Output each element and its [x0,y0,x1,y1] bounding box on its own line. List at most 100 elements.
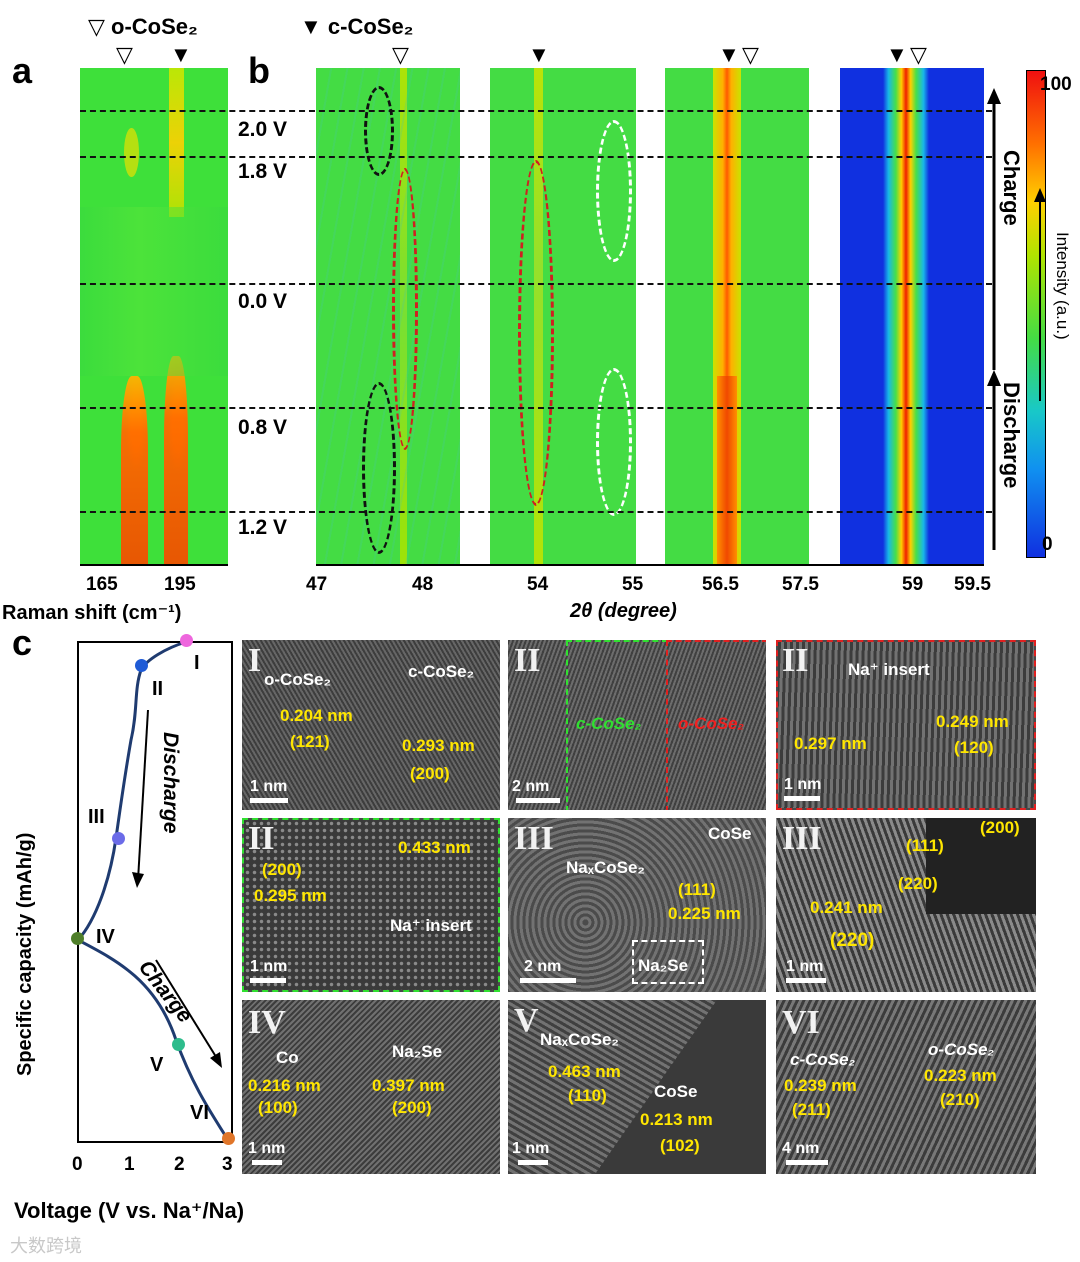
xrd-map-56-57 [665,68,809,564]
tem-panel-VI: VI c-CoSe₂ o-CoSe₂ 0.239 nm (211) 0.223 … [776,1000,1036,1174]
o-cose2-legend: ▽ o-CoSe₂ [88,14,198,39]
panel-b-letter: b [248,50,270,91]
curve-label-V: V [150,1054,164,1076]
tem-IV-scalebar [252,1160,282,1165]
curve-label-IV: IV [96,926,115,948]
tem-II-green-na: Na⁺ insert [390,916,472,935]
curve-point-VI [222,1132,235,1145]
tem-II-scale: 2 nm [512,778,550,795]
tem-V-roman: V [514,1002,539,1039]
tem-VI-scale: 4 nm [782,1140,820,1157]
tem-I-c-label: c-CoSe₂ [408,662,475,681]
raman-contour-map [80,68,228,564]
curve-label-II: II [152,678,164,700]
xrd-x-axis [316,564,984,566]
tem-I-h1: (121) [290,732,330,751]
tem-III-na2se: Na₂Se [638,956,689,975]
voltage-line-1-8 [80,156,992,158]
tem-VI-h2: (210) [940,1090,980,1109]
black-ellipse-bottom [362,382,396,554]
xrd-c-marker-56: ▼ [718,42,740,67]
tem-VI-h1: (211) [792,1100,831,1119]
tem-III-fft-inset [926,818,1036,914]
tem-VI-roman: VI [782,1004,820,1041]
tem-V-scalebar [518,1160,548,1165]
raman-c-marker: ▼ [170,42,192,67]
xrd-tick-48: 48 [412,574,434,595]
xrd-tick-54: 54 [527,574,549,595]
xrd-tick-56-5: 56.5 [702,574,739,595]
xrd-map-59 [840,68,984,564]
tem-I-scalebar [250,798,288,803]
voltage-line-1-2 [80,511,992,513]
panel-c-letter: c [12,622,33,663]
tem-III-zoom-h4: (220) [830,930,875,951]
curve-y-label: Specific capacity (mAh/g) [14,832,36,1076]
xrd-o-marker-48: ▽ [392,42,409,67]
tem-VI-o: o-CoSe₂ [928,1040,994,1059]
curve-xtick-1: 1 [124,1154,135,1175]
white-ellipse-top [596,120,632,262]
tem-I-o-label: o-CoSe₂ [264,670,332,689]
curve-discharge-label: Discharge [159,732,182,834]
tem-IV-na2se: Na₂Se [392,1042,443,1061]
tem-II-red-scale: 1 nm [784,776,822,793]
curve-label-I: I [194,652,200,674]
panel-a-letter: a [12,50,33,91]
tem-IV-scale: 1 nm [248,1140,286,1157]
curve-label-III: III [88,806,105,828]
tem-V-h1: (110) [568,1086,607,1105]
tem-panel-V: V NaₓCoSe₂ 0.463 nm (110) CoSe 0.213 nm … [508,1000,766,1174]
tem-I-roman: I [248,642,262,679]
voltage-label-1-8: 1.8 V [238,160,288,183]
tem-IV-h1: (100) [258,1098,298,1117]
curve-xtick-3: 3 [222,1154,233,1175]
tem-panel-III-zoom: III (111) (200) (220) 0.241 nm (220) 1 n… [776,818,1036,992]
tem-II-red-box [666,640,766,810]
xrd-o-marker-56: ▽ [742,42,759,67]
xrd-tick-59-5: 59.5 [954,574,991,595]
tem-II-c-label: c-CoSe₂ [576,714,642,733]
tem-III-zoom-h3: (220) [898,874,938,893]
raman-o-marker: ▽ [116,42,133,67]
tem-II-green-h1: (200) [262,860,302,879]
tem-III-naxcose: NaₓCoSe₂ [566,858,645,877]
red-ellipse-48 [392,168,418,450]
curve-xtick-2: 2 [174,1154,185,1175]
tem-III-na2se-box [632,940,704,984]
tem-V-d2: 0.213 nm [640,1110,713,1129]
curve-point-V [172,1038,185,1051]
tem-II-green-scalebar [250,978,286,983]
tem-I-h2: (200) [410,764,450,783]
tem-V-scale: 1 nm [512,1140,550,1157]
tem-panel-II-interface: II c-CoSe₂ o-CoSe₂ 2 nm [508,640,766,810]
tem-III-zoom-roman: III [782,820,822,857]
intensity-arrow [1034,188,1046,401]
xrd-x-label: 2θ (degree) [570,600,677,622]
tem-panel-IV: IV Co Na₂Se 0.216 nm (100) 0.397 nm (200… [242,1000,500,1174]
raman-x-axis [80,564,228,566]
tem-IV-h2: (200) [392,1098,432,1117]
tem-II-red-d2: 0.249 nm [936,712,1009,731]
voltage-line-2-0 [80,110,992,112]
tem-IV-co: Co [276,1048,299,1067]
voltage-label-2-0: 2.0 V [238,118,288,141]
colorbar-min: 0 [1042,534,1053,555]
tem-panel-II-red: II Na⁺ insert 0.297 nm 0.249 nm (120) 1 … [776,640,1036,810]
tem-II-red-h2: (120) [954,738,994,757]
tem-III-h1: (111) [678,880,716,899]
xrd-c-marker-59: ▼ [886,42,908,67]
discharge-label: Discharge [999,382,1024,489]
voltage-label-0-8: 0.8 V [238,416,288,439]
tem-IV-d2: 0.397 nm [372,1076,445,1095]
tem-II-o-label: o-CoSe₂ [678,714,744,733]
raman-tick-195: 195 [164,574,196,595]
tem-III-scalebar [520,978,576,983]
red-ellipse-54 [518,160,554,506]
tem-III-zoom-scale: 1 nm [786,958,824,975]
tem-II-red-d1: 0.297 nm [794,734,867,753]
tem-VI-scalebar [786,1160,828,1165]
tem-III-scale: 2 nm [524,958,562,975]
voltage-label-1-2: 1.2 V [238,516,288,539]
tem-II-scalebar [516,798,560,803]
